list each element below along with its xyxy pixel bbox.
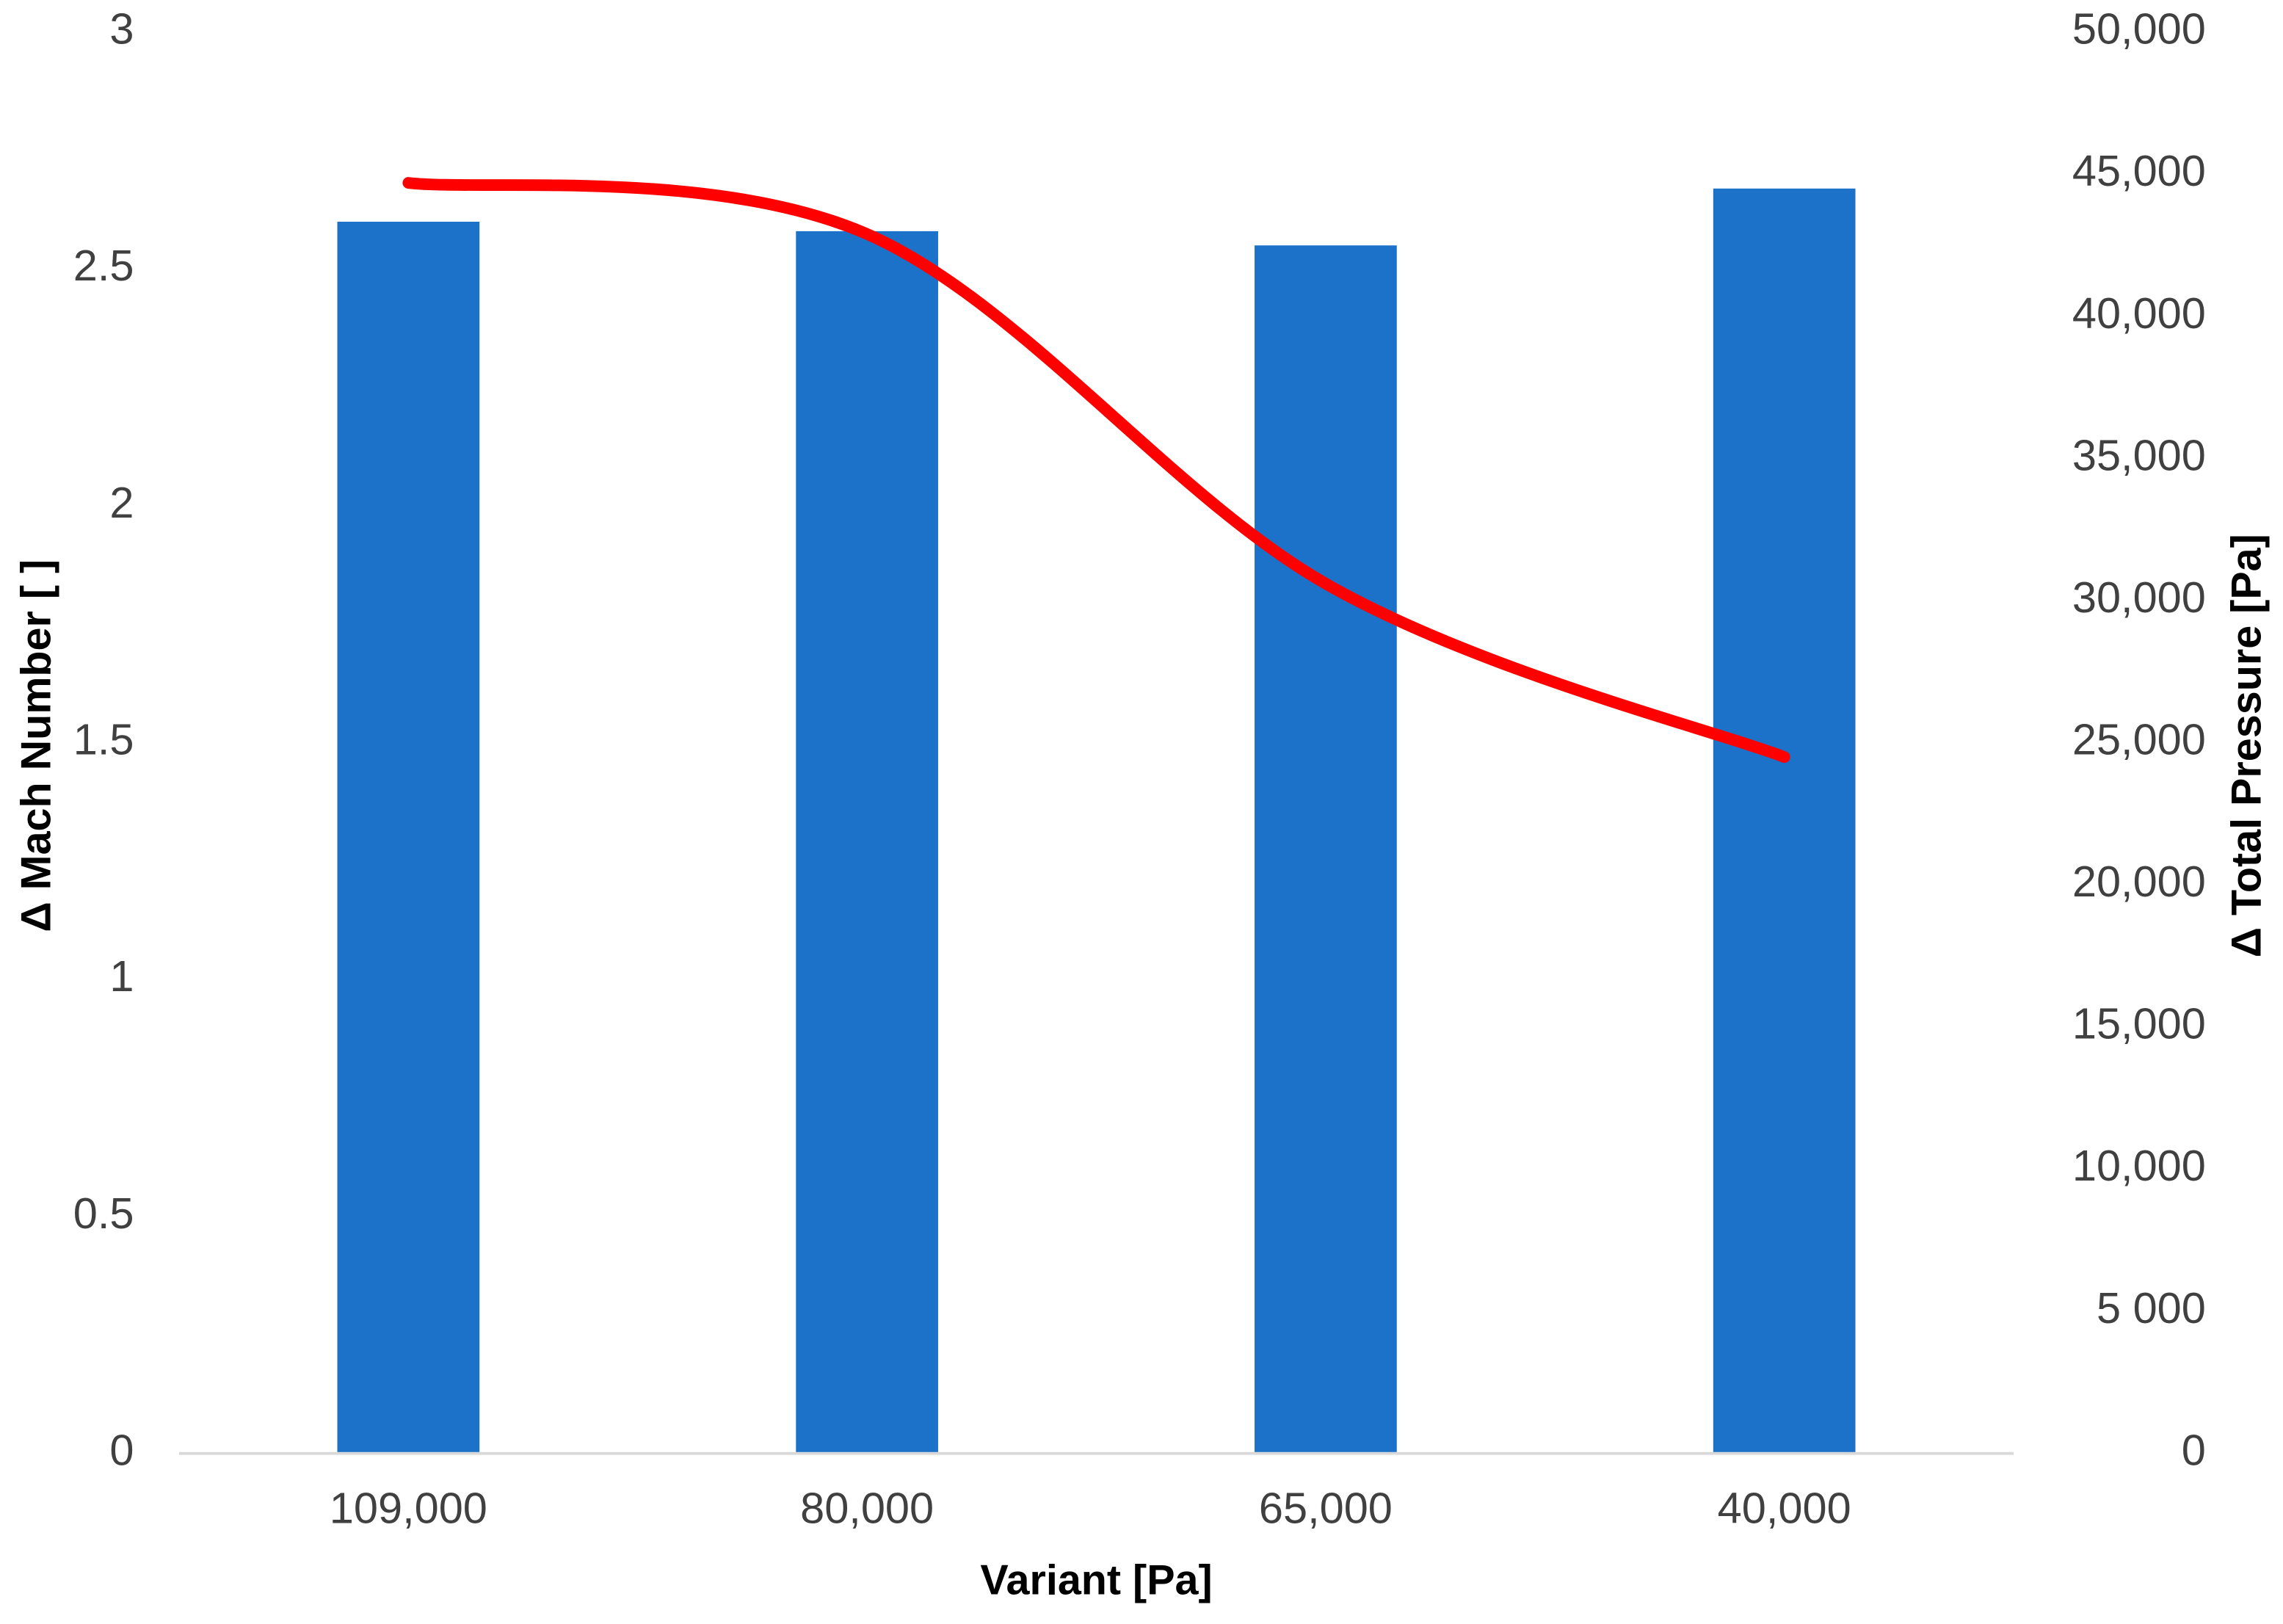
x-tick-label: 109,000 [330,1484,487,1533]
bar [796,231,938,1454]
y2-tick-label: 25,000 [2072,715,2206,764]
x-tick-label: 65,000 [1259,1484,1393,1533]
y2-tick-label: 15,000 [2072,999,2206,1048]
y2-axis-title: Δ Total Pressure [Pa] [2224,534,2271,957]
y2-tick-label: 35,000 [2072,430,2206,479]
x-tick-label: 40,000 [1718,1484,1851,1533]
bar [1713,188,1856,1454]
line [402,177,1790,764]
y-tick-label: 0.5 [73,1189,134,1238]
y-tick-label: 0 [109,1425,134,1474]
y-axis-title: Δ Mach Number [ ] [13,559,60,932]
y2-tick-label: 40,000 [2072,289,2206,338]
y-tick-label: 1 [109,951,134,1001]
x-tick-label: 80,000 [800,1484,934,1533]
bar [1255,245,1397,1454]
y2-tick-label: 5 000 [2097,1283,2206,1333]
y2-tick-label: 0 [2182,1425,2206,1474]
y2-tick-label: 30,000 [2072,573,2206,622]
y-tick-label: 2 [109,478,134,527]
y2-tick-label: 20,000 [2072,857,2206,906]
x-axis-title: Variant [Pa] [980,1556,1212,1603]
y-tick-label: 3 [109,4,134,54]
y-tick-label: 2.5 [73,241,134,290]
bar [337,221,480,1454]
y2-tick-label: 45,000 [2072,146,2206,195]
y2-tick-label: 10,000 [2072,1141,2206,1190]
y2-tick-label: 50,000 [2072,4,2206,54]
y-tick-label: 1.5 [73,715,134,764]
